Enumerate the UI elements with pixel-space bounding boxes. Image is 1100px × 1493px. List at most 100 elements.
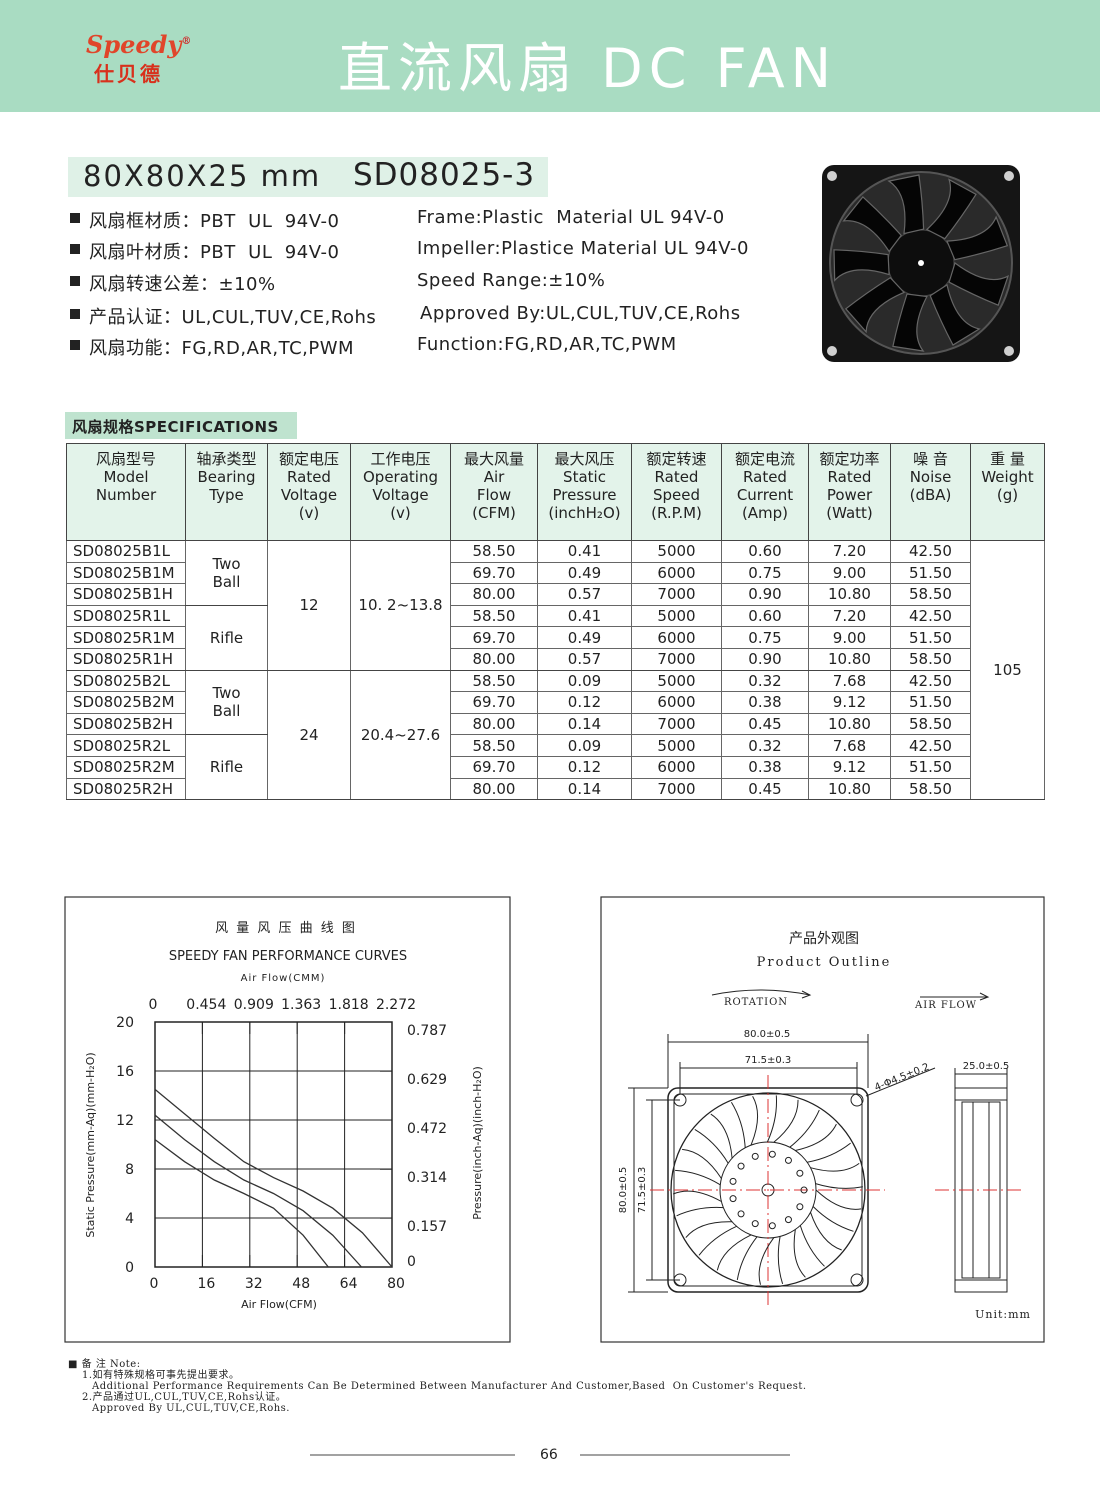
- header-row: 风扇型号 Model Number 轴承类型 Bearing Type 额定电压 Rated V…: [66, 443, 1045, 541]
- logo-mark: ®: [181, 36, 192, 47]
- spec-cell: 6000: [631, 561, 722, 585]
- fan-blade: [833, 249, 890, 282]
- y-tick-label: 4: [125, 1211, 134, 1227]
- unit-label: Unit:mm: [975, 1308, 1031, 1321]
- spec-cell: 0.09: [537, 734, 632, 757]
- spec-cell: 5000: [631, 604, 722, 628]
- spec-cell: Two Ball: [185, 669, 268, 736]
- spec-cell: 0.32: [721, 734, 809, 757]
- header-line: 额定转速: [646, 450, 707, 468]
- spec-row: SD08025R2H 80.00 0.14 7000 0.45 10.80 58.50: [66, 777, 1045, 801]
- header-cell: 噪 音 Noise (dBA): [890, 443, 971, 541]
- header-cell: 额定电压 Rated Voltage (v): [267, 443, 351, 541]
- x-tick-label: 80: [387, 1276, 405, 1292]
- dimension-label: 4-Φ4.5±0.2: [873, 1062, 931, 1094]
- spec-cell: 0.14: [537, 712, 632, 736]
- notes-heading: ■ 备 注 Note:: [68, 1359, 141, 1370]
- spec-cell: 9.12: [808, 755, 891, 779]
- header-line: (CFM): [472, 504, 516, 522]
- spec-cell: 0.49: [537, 626, 632, 649]
- spec-cell: 9.00: [808, 626, 891, 649]
- spec-row: SD08025B1H 80.00 0.57 7000 0.90 10.80 58.50: [66, 583, 1045, 606]
- spec-cell: 7000: [631, 583, 722, 606]
- note-cn: 1.如有特殊规格可事先提出要求。: [82, 1370, 240, 1381]
- spec-cell: 0.49: [537, 561, 632, 585]
- y-axis-label: Static Pressure(mm-Aq)(mm-H₂O): [84, 1052, 97, 1237]
- dimension-label: 71.5±0.3: [637, 1167, 648, 1214]
- y2-tick-label: 0: [407, 1254, 416, 1270]
- blade: [676, 1206, 733, 1238]
- spec-cell: 10. 2~13.8: [350, 540, 451, 671]
- spec-cell: 0.45: [721, 712, 809, 736]
- spec-cell: 9.12: [808, 691, 891, 714]
- feature-cn: 风扇框材质：PBT UL 94V-0: [89, 211, 340, 232]
- hub-hole: [729, 1195, 737, 1203]
- spec-cell: 80.00: [450, 712, 538, 736]
- spec-row: SD08025R1L Rifle 58.50 0.41 5000 0.60 7.20 42.5…: [66, 604, 1045, 671]
- header-line: 最大风量: [463, 450, 524, 468]
- x-axis-label: Air Flow(CFM): [241, 1298, 317, 1311]
- fan-hole: [827, 346, 837, 356]
- rotation-label: ROTATION: [724, 997, 788, 1008]
- x2-tick-label: 1.818: [329, 997, 369, 1013]
- outline-frame: [600, 896, 1045, 1343]
- airflow-label: AIR FLOW: [914, 1000, 977, 1011]
- header-line: Operating: [363, 468, 438, 486]
- model-cell: SD08025R1H: [66, 647, 186, 671]
- header-line: Weight: [981, 468, 1034, 486]
- product-band: [68, 157, 548, 197]
- y2-tick-label: 0.157: [407, 1219, 447, 1235]
- header-line: 重 量: [990, 450, 1025, 468]
- x-tick-label: 32: [245, 1276, 263, 1292]
- header-line: Speed: [652, 486, 701, 504]
- y2-tick-label: 0.472: [407, 1121, 447, 1137]
- spec-cell: Rifle: [185, 734, 268, 801]
- y2-tick-label: 0.787: [407, 1023, 447, 1039]
- spec-cell: 58.50: [890, 583, 971, 606]
- blade: [773, 1099, 820, 1148]
- spec-cell: 0.57: [537, 583, 632, 606]
- spec-cell: 0.12: [537, 755, 632, 779]
- x2-tick-label: 1.363: [281, 997, 321, 1013]
- spec-cell: 12: [267, 540, 351, 671]
- feature-en: Impeller:Plastice Material UL 94V-0: [417, 238, 749, 259]
- outline-title-en: Product Outline: [757, 955, 892, 970]
- spec-cell: 58.50: [450, 604, 538, 628]
- hub-hole: [784, 1216, 792, 1224]
- spec-cell: 7.68: [808, 669, 891, 693]
- bullet: [70, 244, 80, 254]
- spec-cell: 20.4~27.6: [350, 669, 451, 801]
- model-cell: SD08025R1L: [66, 604, 186, 628]
- bullet: [70, 276, 80, 286]
- header-line: (Amp): [741, 504, 789, 522]
- header-line: (v): [390, 504, 411, 522]
- feature-en: Frame:Plastic Material UL 94V-0: [417, 207, 725, 228]
- spec-cell: 105: [970, 539, 1045, 801]
- x-tick-label: 48: [292, 1276, 310, 1292]
- header-line: 最大风压: [554, 450, 615, 468]
- fan-blade: [887, 174, 925, 235]
- header-cell: 工作电压 Operating Voltage (v): [350, 443, 451, 541]
- spec-row: SD08025R1M 69.70 0.49 6000 0.75 9.00 51.50: [66, 626, 1045, 649]
- header-line: Power: [826, 486, 873, 504]
- header-line: Pressure: [552, 486, 617, 504]
- product-model: SD08025-3: [353, 157, 536, 193]
- spec-cell: 0.90: [721, 583, 809, 606]
- spec-cell: 69.70: [450, 626, 538, 649]
- spec-title: 风扇规格SPECIFICATIONS: [72, 418, 279, 436]
- header-line: (v): [298, 504, 320, 522]
- y-tick-label: 20: [116, 1015, 134, 1031]
- spec-cell: 51.50: [890, 691, 971, 714]
- header-line: (Watt): [826, 504, 873, 522]
- spec-table: 风扇型号 Model Number 轴承类型 Bearing Type 额定电压 Rated V…: [66, 443, 1045, 801]
- fan-hole: [827, 171, 837, 181]
- spec-cell: 6000: [631, 755, 722, 779]
- model-cell: SD08025R2L: [66, 734, 186, 757]
- blade: [682, 1128, 729, 1179]
- y2-tick-label: 0.629: [407, 1072, 447, 1088]
- blade: [777, 1229, 806, 1285]
- hub-hole: [784, 1156, 792, 1164]
- y-tick-label: 12: [116, 1113, 134, 1129]
- spec-row: SD08025B2L Two Ball 24 20.4~27.6 58.50 0.09 50…: [66, 669, 1045, 801]
